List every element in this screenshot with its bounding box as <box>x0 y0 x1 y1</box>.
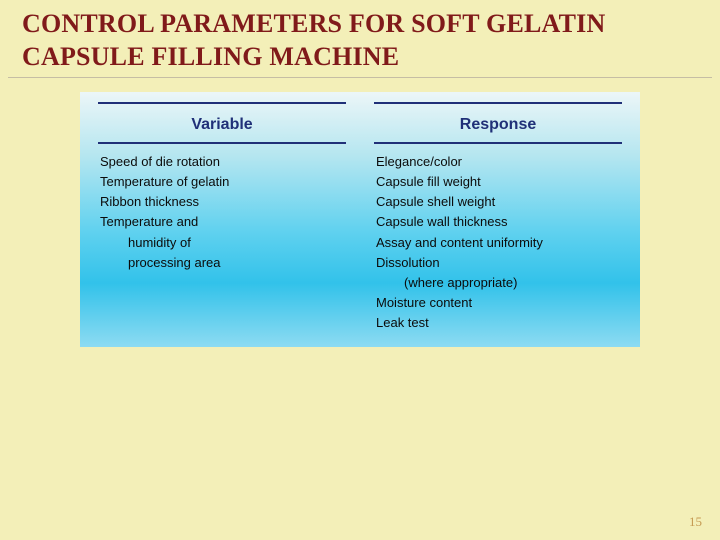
page-number: 15 <box>689 514 702 530</box>
header-rule-bottom <box>374 142 622 144</box>
list-item: Ribbon thickness <box>98 192 346 212</box>
item-text: Ribbon thickness <box>100 194 199 209</box>
list-item: Speed of die rotation <box>98 152 346 172</box>
list-item: Capsule fill weight <box>374 172 622 192</box>
item-text: Dissolution <box>376 255 440 270</box>
page-title: CONTROL PARAMETERS FOR SOFT GELATIN CAPS… <box>0 0 720 77</box>
list-item: Moisture content <box>374 293 622 313</box>
list-item: Capsule wall thickness <box>374 212 622 232</box>
list-item: Leak test <box>374 313 622 333</box>
item-text: Temperature of gelatin <box>100 174 229 189</box>
column-response: Response Elegance/color Capsule fill wei… <box>374 102 622 333</box>
list-item: Capsule shell weight <box>374 192 622 212</box>
list-item: Dissolution (where appropriate) <box>374 253 622 293</box>
item-text: Moisture content <box>376 295 472 310</box>
list-item: Assay and content uniformity <box>374 233 622 253</box>
item-text: Capsule fill weight <box>376 174 481 189</box>
item-subtext: processing area <box>100 253 346 273</box>
column-variable: Variable Speed of die rotation Temperatu… <box>98 102 346 333</box>
item-subtext: (where appropriate) <box>376 273 622 293</box>
header-rule-top <box>374 102 622 104</box>
item-text: Capsule shell weight <box>376 194 495 209</box>
title-rule <box>8 77 712 78</box>
item-text: Temperature and <box>100 214 198 229</box>
variable-items: Speed of die rotation Temperature of gel… <box>98 152 346 273</box>
list-item: Temperature of gelatin <box>98 172 346 192</box>
list-item: Temperature and humidity of processing a… <box>98 212 346 272</box>
response-items: Elegance/color Capsule fill weight Capsu… <box>374 152 622 333</box>
item-subtext: humidity of <box>100 233 346 253</box>
column-header-response: Response <box>374 110 622 142</box>
list-item: Elegance/color <box>374 152 622 172</box>
header-rule-top <box>98 102 346 104</box>
item-text: Capsule wall thickness <box>376 214 508 229</box>
item-text: Leak test <box>376 315 429 330</box>
column-header-variable: Variable <box>98 110 346 142</box>
item-text: Elegance/color <box>376 154 462 169</box>
header-rule-bottom <box>98 142 346 144</box>
item-text: Speed of die rotation <box>100 154 220 169</box>
parameters-table: Variable Speed of die rotation Temperatu… <box>80 92 640 347</box>
item-text: Assay and content uniformity <box>376 235 543 250</box>
